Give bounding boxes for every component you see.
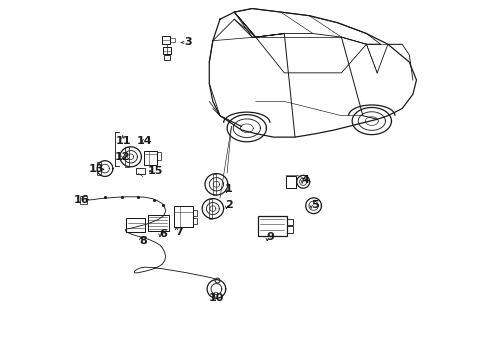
Bar: [286, 176, 296, 188]
Text: 5: 5: [311, 200, 319, 210]
Text: 3: 3: [184, 37, 192, 48]
Bar: [193, 210, 197, 216]
Bar: [173, 206, 193, 227]
Text: 11: 11: [116, 136, 131, 146]
Bar: [164, 55, 171, 60]
Text: 13: 13: [88, 164, 104, 174]
Text: 14: 14: [137, 136, 153, 146]
Text: 10: 10: [209, 293, 224, 303]
Bar: [213, 174, 216, 195]
Text: 8: 8: [139, 236, 147, 246]
Bar: [125, 147, 129, 167]
Text: 2: 2: [225, 200, 233, 210]
Bar: [214, 292, 217, 298]
Bar: [258, 216, 287, 237]
Text: 6: 6: [159, 229, 167, 239]
Bar: [171, 38, 174, 42]
Text: 7: 7: [175, 227, 183, 237]
Bar: [126, 218, 145, 232]
Text: 15: 15: [148, 166, 163, 176]
Bar: [157, 153, 161, 159]
Bar: [287, 226, 293, 233]
Bar: [163, 48, 171, 54]
Bar: [162, 36, 171, 44]
Bar: [148, 215, 169, 231]
Text: 1: 1: [225, 184, 233, 194]
Bar: [193, 218, 197, 224]
Bar: [79, 197, 88, 203]
Bar: [97, 162, 101, 175]
Bar: [209, 199, 212, 219]
Bar: [287, 219, 293, 225]
Text: 16: 16: [74, 195, 89, 204]
Bar: [136, 168, 145, 174]
Bar: [144, 151, 157, 165]
Text: 4: 4: [302, 175, 310, 185]
Text: 9: 9: [266, 232, 274, 242]
Text: 12: 12: [115, 152, 130, 162]
